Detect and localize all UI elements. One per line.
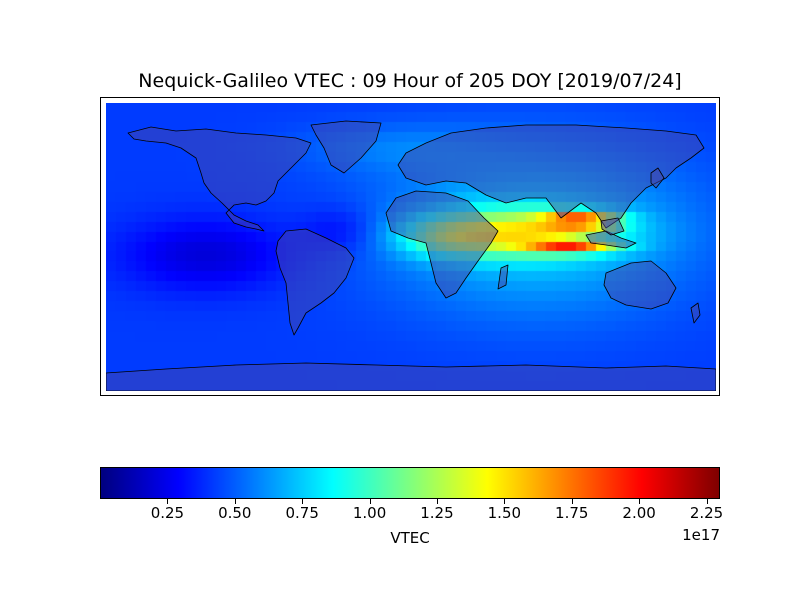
colorbar-tick <box>436 499 438 504</box>
colorbar <box>100 467 720 499</box>
colorbar-tick-label: 1.25 <box>420 504 454 522</box>
antarctica-outline <box>106 362 716 391</box>
north-america-outline <box>127 126 312 232</box>
colorbar-tick-label: 2.00 <box>622 504 656 522</box>
colorbar-tick <box>571 499 573 504</box>
colorbar-exponent: 1e17 <box>682 526 720 544</box>
colorbar-tick-label: 2.25 <box>689 504 724 522</box>
eurasia-outline <box>397 124 705 229</box>
colorbar-label: VTEC <box>390 529 430 547</box>
australia-outline <box>603 260 677 310</box>
japan-outline <box>650 167 665 189</box>
greenland-outline <box>310 120 382 174</box>
new-zealand-outline <box>690 302 701 324</box>
colorbar-tick-label: 1.00 <box>352 504 387 522</box>
colorbar-tick-label: 1.50 <box>487 504 522 522</box>
south-america-outline <box>275 228 355 336</box>
colorbar-tick-label: 0.75 <box>285 504 319 522</box>
borneo-outline <box>600 217 625 236</box>
africa-outline <box>385 190 499 299</box>
map-frame <box>100 97 720 396</box>
colorbar-tick <box>504 499 506 504</box>
colorbar-tick <box>639 499 641 504</box>
madagascar-outline <box>497 264 509 290</box>
colorbar-tick <box>234 499 236 504</box>
colorbar-tick <box>302 499 304 504</box>
colorbar-tick <box>167 499 169 504</box>
chart-title: Nequick-Galileo VTEC : 09 Hour of 205 DO… <box>138 70 682 92</box>
colorbar-tick-label: 1.75 <box>555 504 589 522</box>
colorbar-tick <box>706 499 708 504</box>
coastline-overlay <box>106 120 716 391</box>
colorbar-tick <box>369 499 371 504</box>
colorbar-tick-label: 0.50 <box>218 504 252 522</box>
colorbar-tick-label: 0.25 <box>150 504 185 522</box>
